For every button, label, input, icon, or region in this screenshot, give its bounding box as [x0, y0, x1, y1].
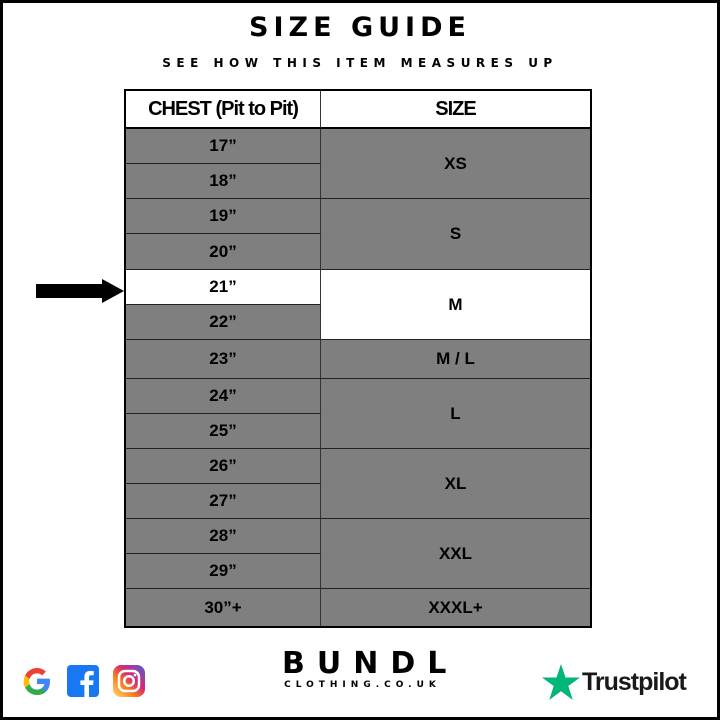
- page-subtitle: SEE HOW THIS ITEM MEASURES UP: [162, 56, 558, 70]
- trustpilot-logo[interactable]: Trustpilot: [542, 664, 687, 700]
- header-size: SIZE: [321, 91, 590, 129]
- facebook-icon[interactable]: [66, 664, 100, 698]
- chest-cell: 24”: [126, 379, 321, 414]
- size-cell: XXXL+: [428, 597, 483, 617]
- chest-cell: 27”: [126, 484, 321, 519]
- chest-cell: 26”: [126, 449, 321, 484]
- header-chest: CHEST (Pit to Pit): [126, 91, 321, 129]
- size-cell: L: [321, 379, 590, 449]
- chest-cell: 22”: [126, 305, 321, 340]
- size-cell: M / L: [321, 340, 590, 379]
- google-icon[interactable]: [20, 664, 54, 698]
- size-table: CHEST (Pit to Pit) SIZE 17” 18” 19” 20” 21” 2…: [124, 89, 592, 628]
- brand-name: BUNDL: [282, 646, 459, 681]
- brand-logo: BUNDL CLOTHING.CO.UK: [270, 646, 459, 691]
- trustpilot-label: Trustpilot: [582, 667, 687, 696]
- chest-cell: 20”: [126, 234, 321, 270]
- instagram-icon[interactable]: [112, 664, 146, 698]
- size-cell: M: [321, 270, 590, 340]
- social-icons: [20, 664, 146, 698]
- size-cell: S: [321, 199, 590, 270]
- chest-cell: 21”: [126, 270, 321, 305]
- arrow-right-icon: [36, 279, 124, 303]
- chest-cell: 23”: [126, 340, 321, 379]
- size-cell: XL: [321, 449, 590, 519]
- star-icon: [542, 664, 580, 700]
- chest-cell: 19”: [126, 199, 321, 234]
- chest-cell: 28”: [126, 519, 321, 554]
- brand-domain: CLOTHING.CO.UK: [284, 680, 441, 690]
- size-cell: XXL: [321, 519, 590, 589]
- chest-cell: 18”: [126, 164, 321, 199]
- page-title: SIZE GUIDE: [249, 12, 471, 43]
- chest-cell: 17”: [126, 129, 321, 164]
- chest-cell: 29”: [126, 554, 321, 589]
- chest-cell: 25”: [126, 414, 321, 449]
- chest-cell: 30”+: [126, 589, 321, 626]
- size-cell: XS: [321, 129, 590, 199]
